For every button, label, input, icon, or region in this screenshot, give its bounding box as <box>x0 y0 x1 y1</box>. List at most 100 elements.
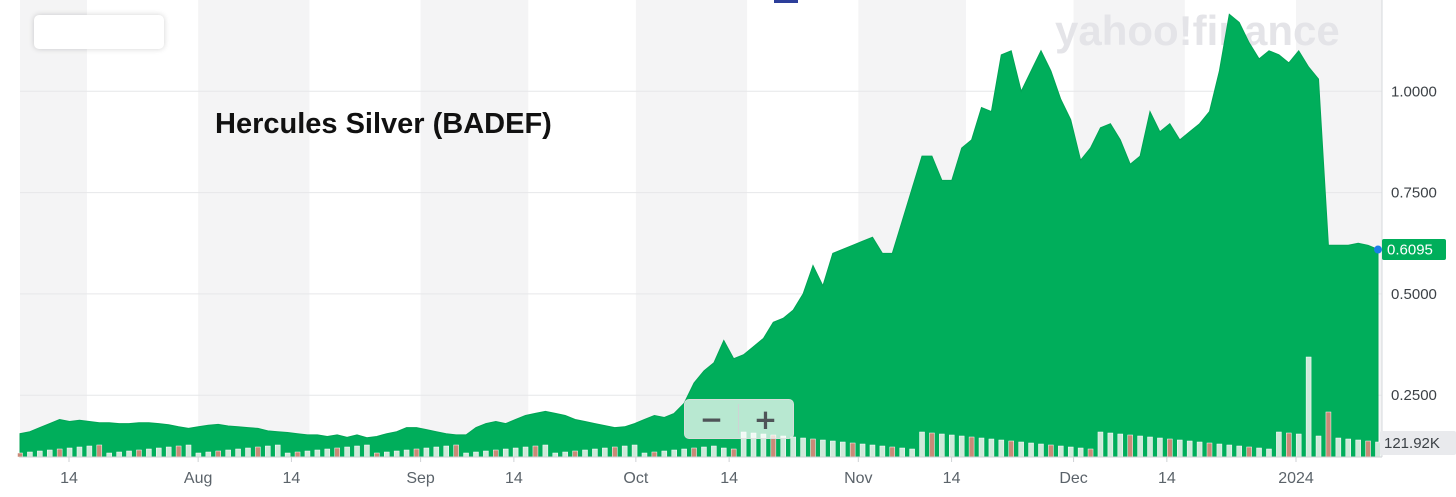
y-tick-label: 0.5000 <box>1391 286 1437 303</box>
volume-bar <box>403 449 410 458</box>
volume-bar <box>1137 435 1143 458</box>
x-tick-label: 14 <box>720 470 738 487</box>
volume-bar <box>76 446 83 458</box>
volume-bar <box>929 432 935 458</box>
volume-bar <box>681 448 687 458</box>
volume-bar <box>602 447 608 458</box>
volume-bar <box>393 450 400 458</box>
volume-bar <box>294 451 301 458</box>
volume-bar <box>949 434 955 458</box>
volume-bar <box>909 448 915 458</box>
y-axis: 0.2500 0.5000 0.7500 1.0000 <box>1391 83 1437 404</box>
volume-bar <box>592 448 598 458</box>
volume-bar <box>1246 446 1252 458</box>
volume-bar <box>869 444 876 458</box>
volume-bar <box>810 438 816 458</box>
volume-bar <box>532 445 539 458</box>
month-band <box>20 0 87 457</box>
volume-bar <box>384 451 390 458</box>
volume-bar <box>46 449 53 458</box>
volume-bar <box>988 438 995 458</box>
volume-bar <box>146 448 152 458</box>
volume-badge-box <box>1380 431 1456 455</box>
volume-bar <box>483 450 489 458</box>
range-selector-box[interactable] <box>34 15 164 49</box>
volume-bar <box>433 446 440 458</box>
volume-bar <box>849 442 856 458</box>
volume-bar <box>1315 435 1322 458</box>
volume-bar <box>17 452 23 458</box>
volume-bar <box>443 445 449 458</box>
volume-bar <box>156 447 162 458</box>
volume-bar <box>1018 441 1024 458</box>
volume-bar <box>27 451 33 458</box>
volume-bar <box>790 436 796 458</box>
volume-bar <box>165 446 172 458</box>
zoom-in-button[interactable]: + <box>753 402 778 436</box>
x-tick-label: 14 <box>60 470 78 487</box>
volume-bar <box>1067 446 1074 458</box>
volume-bar <box>1058 445 1064 458</box>
top-range-indicator <box>774 0 798 3</box>
month-band <box>420 0 529 457</box>
volume-bar <box>374 452 380 458</box>
volume-bar <box>502 448 509 458</box>
volume-bar <box>136 449 142 458</box>
volume-bar <box>1335 437 1342 458</box>
volume-bar <box>1206 442 1213 458</box>
volume-bar <box>116 451 122 458</box>
volume-bar <box>274 444 281 458</box>
x-tick-label: Oct <box>623 470 648 487</box>
volume-bar <box>245 447 251 458</box>
volume-bar <box>66 447 73 458</box>
volume-bar <box>572 450 578 458</box>
volume-bar <box>265 445 271 458</box>
volume-bar <box>364 444 370 458</box>
price-area <box>19 13 1379 458</box>
last-price-value: 0.6095 <box>1387 242 1433 259</box>
month-band <box>198 0 310 457</box>
volume-bar <box>780 435 787 458</box>
volume-bar <box>1186 440 1193 458</box>
volume-bar <box>879 445 886 458</box>
volume-bar <box>1038 443 1044 458</box>
volume-value: 121.92K <box>1384 435 1440 452</box>
volume-bar <box>582 449 588 458</box>
volume-bar <box>354 445 360 458</box>
volume-bar <box>978 437 985 458</box>
volume-bar <box>621 445 628 458</box>
volume-bar <box>1147 436 1153 458</box>
x-tick-label: Nov <box>844 470 872 487</box>
volume-bar <box>225 449 231 458</box>
volume-badge: 121.92K <box>1380 431 1456 455</box>
x-tick-label: 14 <box>283 470 301 487</box>
volume-bar <box>255 446 261 458</box>
volume-bar <box>671 449 677 458</box>
volume-bar <box>1028 442 1034 458</box>
yahoo-finance-watermark: yahoo!finance <box>1055 7 1340 54</box>
volume-bar <box>839 441 846 458</box>
volume-bar <box>314 449 321 458</box>
volume-bar <box>463 452 469 458</box>
volume-bar <box>889 446 896 458</box>
volume-bar <box>512 447 519 458</box>
volume-bar <box>651 451 658 458</box>
chart-title: Hercules Silver (BADEF) <box>215 108 552 140</box>
zoom-divider <box>738 404 739 434</box>
volume-bar <box>344 446 350 458</box>
volume-bar <box>37 450 43 458</box>
volume-bar <box>631 444 638 458</box>
volume-bar <box>284 452 291 458</box>
x-axis: 14 Aug 14 Sep 14 Oct 14 Nov 14 Dec 14 2024 <box>60 457 1314 487</box>
volume-bar <box>1127 434 1133 458</box>
volume-bar <box>235 448 241 458</box>
volume-bar <box>324 448 331 458</box>
volume-bar <box>473 451 479 458</box>
volume-bar <box>185 444 192 458</box>
y-tick-label: 0.2500 <box>1391 387 1437 404</box>
volume-bar <box>1295 433 1302 458</box>
zoom-out-button[interactable]: − <box>699 402 724 436</box>
volume-bar <box>1167 438 1173 458</box>
